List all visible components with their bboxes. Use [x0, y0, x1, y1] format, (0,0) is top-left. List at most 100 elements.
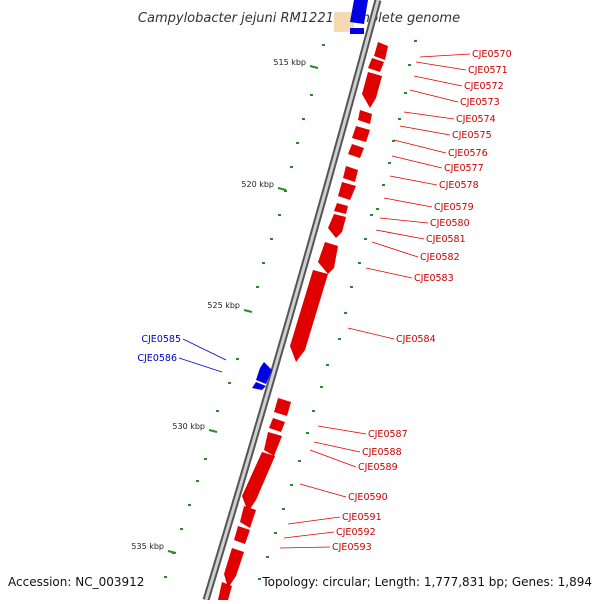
reverse-strand-genes	[252, 0, 368, 390]
kbp-label: 515 kbp	[273, 58, 306, 67]
tick-dot	[228, 382, 231, 384]
tick-dot	[322, 44, 325, 46]
gene-label[interactable]: CJE0571	[468, 65, 508, 76]
gene-feature[interactable]	[269, 418, 285, 432]
kbp-tick-515: 515 kbp	[273, 58, 319, 69]
gene-label[interactable]: CJE0590	[348, 492, 388, 503]
gene-feature[interactable]	[224, 548, 244, 588]
gene-feature[interactable]	[240, 506, 256, 528]
kbp-tick-535: 535 kbp	[131, 542, 177, 554]
genome-backbone	[202, 0, 382, 602]
gene-label[interactable]: CJE0583	[414, 273, 454, 284]
gene-feature[interactable]	[274, 398, 291, 416]
gene-feature[interactable]	[256, 362, 272, 384]
tick-dot	[326, 364, 329, 366]
gene-feature[interactable]	[234, 526, 250, 544]
gene-label[interactable]: CJE0582	[420, 252, 460, 263]
gene-label[interactable]: CJE0577	[444, 163, 484, 174]
gene-label[interactable]: CJE0580	[430, 218, 470, 229]
gene-label[interactable]: CJE0591	[342, 512, 382, 523]
gene-feature[interactable]	[338, 182, 356, 200]
leader-line	[317, 425, 367, 435]
gene-feature[interactable]	[334, 203, 348, 214]
tick-dot	[290, 484, 293, 486]
gene-feature[interactable]	[350, 0, 368, 24]
gene-label[interactable]: CJE0589	[358, 462, 398, 473]
tick-dot	[392, 140, 395, 142]
gene-label[interactable]: CJE0584	[396, 334, 436, 345]
leader-line	[393, 139, 447, 154]
tick-dot	[290, 166, 293, 168]
tick-dot	[278, 214, 281, 216]
gene-label[interactable]: CJE0575	[452, 130, 492, 141]
tick-dot	[256, 286, 259, 288]
tick-dot	[344, 312, 347, 314]
leader-line	[419, 53, 471, 58]
tick-dot	[404, 92, 407, 94]
kbp-tick-525: 525 kbp	[207, 301, 253, 313]
gene-feature[interactable]	[242, 452, 275, 512]
tick-dot	[262, 262, 265, 264]
gene-feature[interactable]	[362, 72, 382, 108]
tick-dot	[388, 162, 391, 164]
gene-feature[interactable]	[358, 110, 372, 124]
gene-feature[interactable]	[352, 126, 370, 142]
tick-dot	[296, 142, 299, 144]
tick-dot	[270, 238, 273, 240]
gene-label[interactable]: CJE0586	[137, 353, 177, 364]
tick-dot	[408, 64, 411, 66]
leader-line	[391, 155, 443, 169]
leader-line	[375, 229, 425, 240]
tick-dot	[358, 262, 361, 264]
forward-strand-genes	[218, 42, 388, 600]
kbp-label: 525 kbp	[207, 301, 240, 310]
gene-feature[interactable]	[252, 382, 266, 390]
gene-label[interactable]: CJE0574	[456, 114, 496, 125]
tick-dot	[204, 458, 207, 460]
gene-feature[interactable]	[374, 42, 388, 60]
gene-label[interactable]: CJE0585	[141, 334, 181, 345]
gene-label[interactable]: CJE0587	[368, 429, 408, 440]
kbp-label: 535 kbp	[131, 542, 164, 551]
tick-dot	[370, 214, 373, 216]
gene-label[interactable]: CJE0593	[332, 542, 372, 553]
tick-dot	[196, 480, 199, 482]
tick-dot	[236, 358, 239, 360]
leader-line	[371, 241, 419, 258]
gene-label[interactable]: CJE0592	[336, 527, 376, 538]
gene-label[interactable]: CJE0576	[448, 148, 488, 159]
gene-label[interactable]: CJE0573	[460, 97, 500, 108]
gene-label[interactable]: CJE0581	[426, 234, 466, 245]
gene-feature[interactable]	[368, 58, 384, 72]
gene-feature[interactable]	[343, 166, 358, 182]
tick-dot	[350, 286, 353, 288]
leader-line	[287, 516, 341, 525]
leader-line	[415, 61, 467, 71]
gene-label[interactable]: CJE0570	[472, 49, 512, 60]
leader-line	[383, 197, 433, 208]
map-title: Campylobacter jejuni RM1221, complete ge…	[138, 11, 460, 26]
tick-dot	[376, 208, 379, 210]
gene-feature[interactable]	[318, 242, 338, 274]
gene-label[interactable]: CJE0578	[439, 180, 479, 191]
gene-feature[interactable]	[264, 432, 282, 456]
kbp-tick-520: 520 kbp	[241, 180, 287, 191]
gene-label[interactable]: CJE0588	[362, 447, 402, 458]
gene-labels: CJE0570 CJE0571 CJE0572 CJE0573 CJE0574 CJE05…	[137, 49, 511, 553]
leader-line	[413, 75, 463, 87]
leader-line	[399, 125, 451, 136]
gene-feature[interactable]	[328, 214, 346, 238]
tick-dot	[282, 508, 285, 510]
gene-label[interactable]: CJE0579	[434, 202, 474, 213]
leader-line	[379, 217, 429, 224]
gene-label[interactable]: CJE0572	[464, 81, 504, 92]
tick-dot	[310, 94, 313, 96]
tick-dot	[398, 118, 401, 120]
gene-feature[interactable]	[290, 270, 328, 362]
gene-feature[interactable]	[350, 28, 364, 34]
leader-line	[182, 338, 227, 361]
gene-feature[interactable]	[348, 144, 364, 158]
gene-feature[interactable]	[218, 582, 232, 600]
leader-line	[279, 546, 331, 549]
